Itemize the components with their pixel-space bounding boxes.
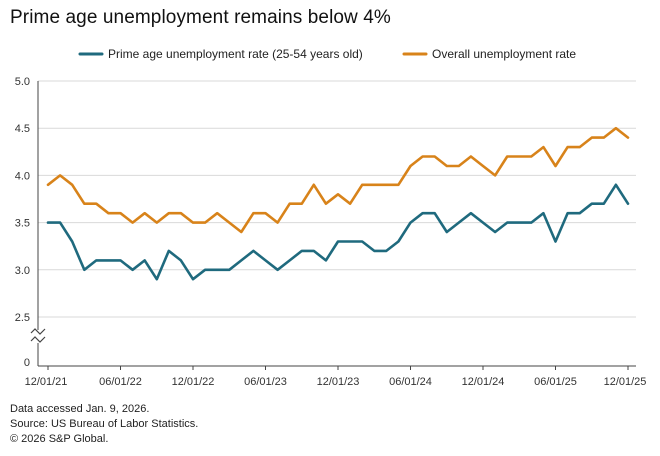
line-chart: 02.53.03.54.04.55.0 12/01/21 06/01/22 12/0…	[15, 47, 647, 388]
x-tick-label: 12/01/21	[25, 376, 68, 388]
y-tick-label: 0	[24, 357, 30, 369]
x-tick-label: 06/01/24	[389, 376, 432, 388]
y-tick-label: 4.0	[15, 170, 30, 182]
series-prime-age-line	[46, 183, 630, 281]
x-tick-label: 12/01/23	[317, 376, 360, 388]
chart-title: Prime age unemployment remains below 4%	[10, 7, 391, 28]
y-tick-label: 2.5	[15, 312, 30, 324]
x-axis: 12/01/21 06/01/22 12/01/22 06/01/23 12/01/23…	[25, 365, 647, 388]
axis-break-mark	[30, 336, 46, 343]
series-overall-line	[46, 126, 630, 234]
y-tick-label: 4.5	[15, 123, 30, 135]
gridlines	[38, 80, 636, 318]
legend: Prime age unemployment rate (25-54 years…	[78, 47, 576, 61]
legend-label: Prime age unemployment rate (25-54 years…	[108, 47, 363, 61]
x-tick-label: 06/01/22	[99, 376, 142, 388]
data-accessed-note: Data accessed Jan. 9, 2026.	[10, 403, 150, 415]
axis-break-mark	[30, 328, 46, 335]
legend-label: Overall unemployment rate	[432, 47, 576, 61]
copyright-note: © 2026 S&P Global.	[10, 433, 109, 445]
source-note: Source: US Bureau of Labor Statistics.	[10, 418, 199, 430]
x-tick-label: 06/01/25	[534, 376, 577, 388]
y-axis-ticks: 0 2.5 3.0 3.5 4.0 4.5 5.0	[15, 76, 46, 369]
x-tick-label: 06/01/23	[244, 376, 287, 388]
legend-item-prime-age: Prime age unemployment rate (25-54 years…	[78, 47, 363, 61]
x-tick-label: 12/01/22	[172, 376, 215, 388]
y-tick-label: 3.5	[15, 218, 30, 230]
x-tick-label: 12/01/25	[604, 376, 647, 388]
legend-item-overall: Overall unemployment rate	[402, 47, 576, 61]
y-tick-label: 3.0	[15, 265, 30, 277]
x-tick-label: 12/01/24	[462, 376, 505, 388]
series-lines	[46, 126, 630, 281]
y-tick-label: 5.0	[15, 76, 30, 88]
